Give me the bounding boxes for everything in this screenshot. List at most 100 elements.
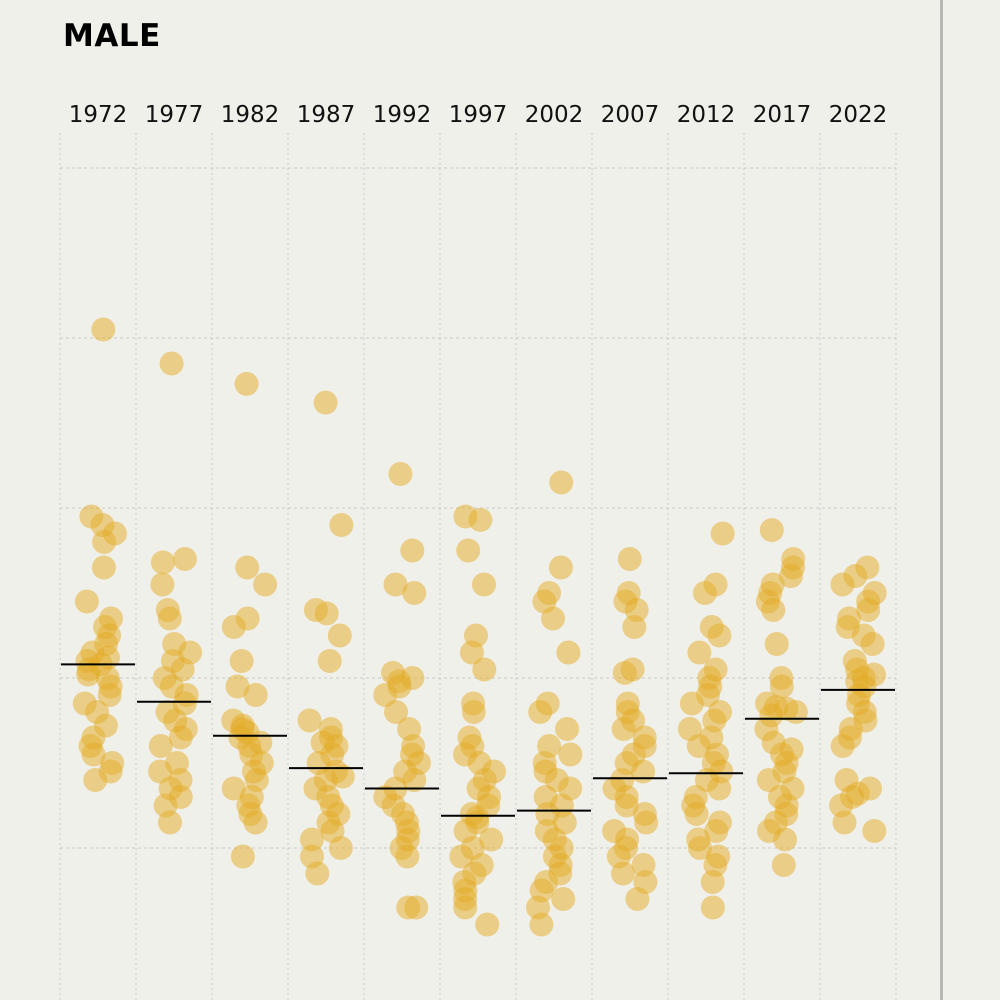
data-point: [472, 657, 497, 682]
year-label-1992: 1992: [373, 102, 432, 128]
data-point: [614, 793, 639, 818]
right-divider: [940, 0, 943, 1000]
data-point: [229, 649, 254, 673]
data-point: [475, 912, 500, 937]
data-point: [299, 827, 324, 852]
data-point: [305, 861, 330, 886]
data-point: [384, 700, 408, 724]
data-point: [783, 700, 808, 724]
data-point: [549, 470, 574, 495]
data-point: [83, 768, 108, 792]
data-point: [472, 572, 496, 597]
data-point: [710, 521, 735, 546]
data-point: [548, 555, 573, 580]
data-point: [558, 742, 583, 767]
data-point: [679, 691, 704, 716]
data-point: [756, 768, 781, 792]
year-label-1982: 1982: [221, 102, 280, 128]
data-point: [456, 538, 481, 563]
data-point: [707, 776, 732, 801]
data-point: [779, 564, 803, 588]
data-point: [97, 683, 122, 707]
data-point: [402, 768, 427, 792]
data-point: [314, 601, 339, 626]
data-point: [328, 836, 353, 860]
data-point: [234, 371, 259, 396]
data-point: [860, 632, 885, 656]
data-point: [555, 717, 580, 741]
data-point: [383, 572, 408, 597]
data-point: [459, 640, 484, 665]
data-point: [400, 538, 425, 563]
data-point: [76, 662, 101, 687]
data-point: [529, 912, 554, 937]
data-point: [684, 802, 709, 826]
data-point: [468, 507, 493, 532]
year-label-2017: 2017: [753, 102, 812, 128]
data-point: [759, 518, 784, 543]
data-point: [622, 615, 647, 639]
data-point: [612, 660, 637, 685]
data-point: [764, 632, 789, 656]
data-point: [91, 317, 116, 342]
chart-title: MALE: [63, 18, 161, 54]
data-point: [528, 700, 553, 724]
data-point: [158, 810, 182, 835]
data-point: [172, 547, 197, 571]
data-point: [327, 623, 352, 648]
data-point: [225, 674, 250, 699]
data-point: [150, 572, 175, 597]
data-point: [687, 640, 712, 665]
data-point: [704, 819, 729, 843]
year-label-2012: 2012: [677, 102, 736, 128]
data-point: [313, 390, 338, 415]
data-point: [92, 530, 117, 554]
data-point: [856, 598, 881, 622]
data-point: [170, 657, 195, 682]
data-point: [830, 572, 855, 597]
data-point: [449, 844, 474, 869]
data-point: [541, 606, 565, 631]
data-point: [771, 853, 796, 877]
data-point: [634, 810, 659, 835]
data-point: [453, 895, 478, 920]
year-label-2007: 2007: [601, 102, 660, 128]
data-point: [692, 581, 717, 605]
data-point: [297, 708, 322, 733]
data-point: [388, 462, 413, 486]
year-label-2002: 2002: [525, 102, 584, 128]
data-point: [761, 598, 786, 622]
data-point: [551, 887, 576, 911]
strip-plot: 1972 1977 1982 1987 1992 1997 2002 2007 2012 2017…: [59, 102, 897, 1000]
data-point: [479, 827, 504, 852]
data-point: [148, 734, 173, 758]
data-point: [832, 810, 857, 835]
data-point: [230, 844, 255, 869]
data-point: [157, 606, 182, 631]
year-label-2022: 2022: [829, 102, 888, 128]
data-point: [556, 640, 581, 665]
data-point: [253, 572, 278, 597]
data-point: [773, 827, 797, 852]
year-label-1972: 1972: [69, 102, 128, 128]
data-point: [221, 776, 246, 801]
data-point: [159, 351, 184, 376]
data-point: [74, 589, 99, 614]
year-label-1997: 1997: [449, 102, 508, 128]
data-point: [81, 742, 106, 767]
data-point: [461, 700, 486, 724]
data-point: [402, 581, 427, 605]
data-point: [243, 683, 268, 707]
data-point: [707, 623, 732, 648]
data-point: [235, 555, 260, 580]
data-point: [686, 734, 711, 758]
data-point: [862, 819, 887, 843]
data-point: [700, 870, 725, 894]
data-point: [221, 615, 246, 639]
data-point: [688, 836, 712, 860]
data-point: [625, 887, 650, 911]
data-point: [168, 725, 193, 750]
data-point: [611, 861, 635, 886]
data-point: [617, 547, 642, 571]
data-point: [611, 717, 636, 741]
